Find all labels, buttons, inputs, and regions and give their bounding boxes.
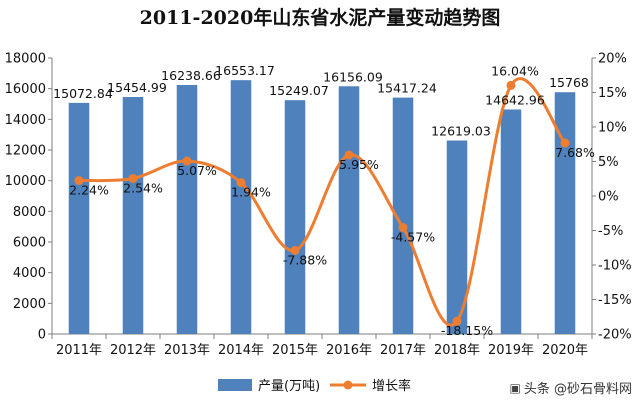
watermark: ▣ 头条 @砂石骨料网: [509, 378, 632, 398]
growth-line: [78, 77, 567, 327]
right-tick-label: -20%: [598, 328, 632, 343]
left-tick-label: 8000: [13, 205, 46, 220]
left-tick-label: 4000: [13, 266, 46, 281]
line-point: [560, 138, 570, 148]
rate-value-label: 16.04%: [491, 63, 539, 78]
left-tick-label: 2000: [13, 297, 46, 312]
bar-series: [68, 80, 576, 335]
left-tick-label: 12000: [5, 144, 46, 159]
x-tick-label: 2017年: [380, 343, 426, 358]
legend: 产量(万吨) 增长率: [218, 378, 411, 394]
bar: [554, 92, 576, 334]
x-tick-label: 2011年: [56, 343, 102, 358]
right-tick-label: -10%: [598, 259, 632, 274]
legend-line-marker: [343, 380, 353, 390]
left-tick-label: 14000: [5, 113, 46, 128]
x-tick-label: 2012年: [110, 343, 156, 358]
bar: [284, 100, 306, 334]
bar: [446, 140, 468, 334]
bar-value-label: 12619.03: [431, 124, 491, 139]
rate-value-label: 5.95%: [339, 157, 379, 172]
line-series: [74, 77, 570, 327]
bar: [392, 97, 414, 334]
rate-value-label: -18.15%: [441, 323, 493, 338]
line-point: [182, 156, 192, 166]
legend-bar-swatch: [218, 379, 252, 391]
bar-value-label: 15249.07: [269, 83, 329, 98]
bar-value-label: 16238.66: [161, 68, 221, 83]
bar-value-label: 15768: [549, 75, 589, 90]
rate-value-label: -4.57%: [391, 230, 435, 245]
right-tick-label: -15%: [598, 293, 632, 308]
x-tick-label: 2019年: [488, 343, 534, 358]
bar: [122, 97, 144, 334]
legend-line-label: 增长率: [372, 378, 411, 394]
bar: [230, 80, 252, 334]
bar-value-label: 15454.99: [107, 80, 167, 95]
rate-value-label: 5.07%: [177, 163, 217, 178]
x-tick-label: 2015年: [272, 343, 318, 358]
left-tick-label: 18000: [5, 52, 46, 67]
line-point: [290, 245, 300, 255]
rate-value-label: 2.54%: [123, 180, 163, 195]
left-tick-label: 10000: [5, 174, 46, 189]
line-point: [236, 178, 246, 188]
bar: [338, 86, 360, 334]
right-tick-label: 0%: [598, 190, 619, 205]
right-tick-label: 5%: [598, 155, 619, 170]
bar: [500, 109, 522, 335]
x-tick-label: 2013年: [164, 343, 210, 358]
line-point: [344, 150, 354, 160]
bar-value-label: 15072.84: [53, 86, 113, 101]
x-tick-label: 2016年: [326, 343, 372, 358]
axes: 0 2000 4000 6000 8000 10000 12000 14000 16000 180…: [5, 52, 632, 359]
x-tick-label: 2014年: [218, 343, 264, 358]
legend-bar-label: 产量(万吨): [258, 379, 320, 394]
line-point: [128, 173, 138, 183]
right-tick-label: 15%: [598, 86, 627, 101]
bar-value-label: 14642.96: [485, 92, 545, 107]
watermark-text: 头条 @砂石骨料网: [523, 382, 632, 397]
right-tick-label: 10%: [598, 121, 627, 136]
line-point: [398, 223, 408, 233]
bar: [68, 102, 90, 334]
line-point: [506, 80, 516, 90]
left-tick-label: 6000: [13, 236, 46, 251]
rate-value-label: 1.94%: [231, 185, 271, 200]
line-point: [452, 316, 462, 326]
bar-value-label: 16156.09: [323, 69, 383, 84]
bar: [176, 85, 198, 335]
bar-value-label: 15417.24: [377, 81, 437, 96]
chart-title: 2011-2020年山东省水泥产量变动趋势图: [140, 6, 501, 29]
rate-value-label: 7.68%: [555, 145, 595, 160]
rate-value-label: -7.88%: [283, 252, 327, 267]
left-tick-label: 16000: [5, 82, 46, 97]
toutiao-icon: ▣: [509, 380, 521, 395]
line-point: [74, 176, 84, 186]
bar-value-label: 16553.17: [215, 63, 275, 78]
right-tick-label: -5%: [598, 224, 623, 239]
rate-value-label: 2.24%: [69, 183, 109, 198]
left-tick-label: 0: [38, 328, 46, 343]
right-tick-label: 20%: [598, 52, 627, 67]
x-tick-label: 2020年: [542, 343, 588, 358]
x-tick-label: 2018年: [434, 343, 480, 358]
